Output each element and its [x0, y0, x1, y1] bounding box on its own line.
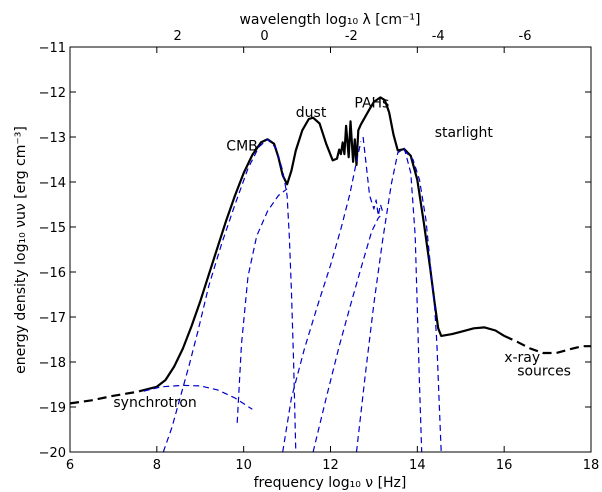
x-axis: 6 8 10 12 14 16 18 [66, 47, 599, 473]
x2-axis: 2 0 -2 -4 -6 [174, 29, 532, 44]
series-line-3 [143, 384, 253, 410]
series-line-7 [312, 213, 384, 452]
x-tick-label: 10 [235, 458, 252, 473]
series-line-2 [503, 334, 591, 355]
series-line-8 [362, 136, 384, 217]
x-tick-label: 18 [583, 458, 600, 473]
x2-tick-label: 0 [260, 29, 268, 44]
x2-axis-title: wavelength log₁₀ λ [cm⁻¹] [239, 12, 420, 28]
series-line-1 [70, 390, 140, 405]
series-line-10 [403, 150, 442, 452]
y-tick-label: −17 [39, 311, 66, 326]
annotation-label: x-ray [504, 350, 540, 366]
series-layer [70, 96, 591, 452]
x2-tick-label: 2 [174, 29, 182, 44]
series-line-5 [236, 188, 288, 423]
y-tick-label: −15 [39, 221, 66, 236]
x2-tick-label: -4 [432, 29, 445, 44]
annotation-label: dust [296, 105, 327, 121]
series-line-4 [162, 138, 297, 452]
y-tick-label: −13 [39, 131, 66, 146]
y-tick-label: −11 [39, 41, 66, 56]
annotation-label: CMB [226, 139, 257, 155]
x-tick-label: 14 [409, 458, 426, 473]
annotation-label: sources [517, 364, 571, 380]
y-axis-title: energy density log₁₀ νuν [erg cm⁻³] [13, 126, 29, 374]
y-tick-label: −14 [39, 176, 66, 191]
y-axis: −20 −19 −18 −17 −16 −15 −14 −13 −12 −11 [39, 41, 591, 461]
y-tick-label: −20 [39, 446, 66, 461]
x-tick-label: 6 [66, 458, 74, 473]
plot-area [69, 46, 592, 453]
y-tick-label: −12 [39, 86, 66, 101]
y-tick-label: −16 [39, 266, 66, 281]
series-line-0 [139, 96, 505, 393]
y-tick-label: −18 [39, 356, 66, 371]
annotation-label: synchrotron [113, 395, 196, 411]
x2-tick-label: -6 [519, 29, 532, 44]
x-axis-title: frequency log₁₀ ν [Hz] [254, 475, 407, 491]
y-tick-label: −19 [39, 401, 66, 416]
x-tick-label: 16 [496, 458, 513, 473]
x-tick-label: 8 [153, 458, 161, 473]
series-line-6 [282, 141, 362, 452]
x2-tick-label: -2 [345, 29, 358, 44]
annotation-label: starlight [435, 125, 494, 141]
x-tick-label: 12 [322, 458, 339, 473]
annotation-label: PAHs [354, 96, 389, 112]
series-line-9 [355, 147, 423, 452]
